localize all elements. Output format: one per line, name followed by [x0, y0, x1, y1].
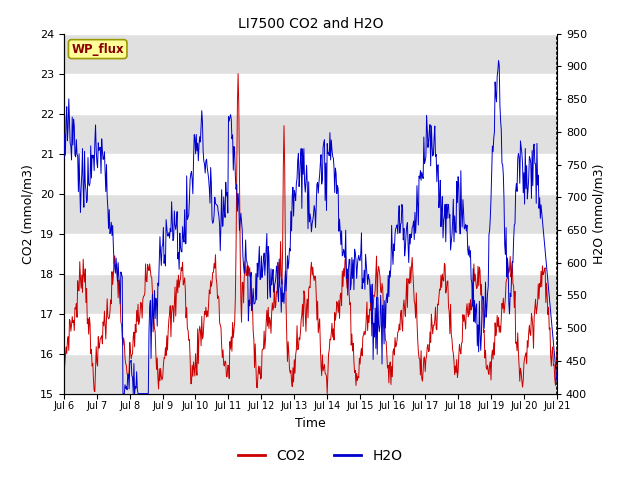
Y-axis label: H2O (mmol/m3): H2O (mmol/m3)	[593, 163, 605, 264]
Y-axis label: CO2 (mmol/m3): CO2 (mmol/m3)	[22, 164, 35, 264]
X-axis label: Time: Time	[295, 417, 326, 430]
Legend: CO2, H2O: CO2, H2O	[232, 443, 408, 468]
Bar	[64, 34, 557, 73]
Bar	[64, 354, 557, 394]
Bar	[64, 114, 557, 154]
Bar	[64, 193, 557, 234]
Title: LI7500 CO2 and H2O: LI7500 CO2 and H2O	[237, 17, 383, 31]
Bar	[64, 274, 557, 313]
Text: WP_flux: WP_flux	[72, 43, 124, 56]
